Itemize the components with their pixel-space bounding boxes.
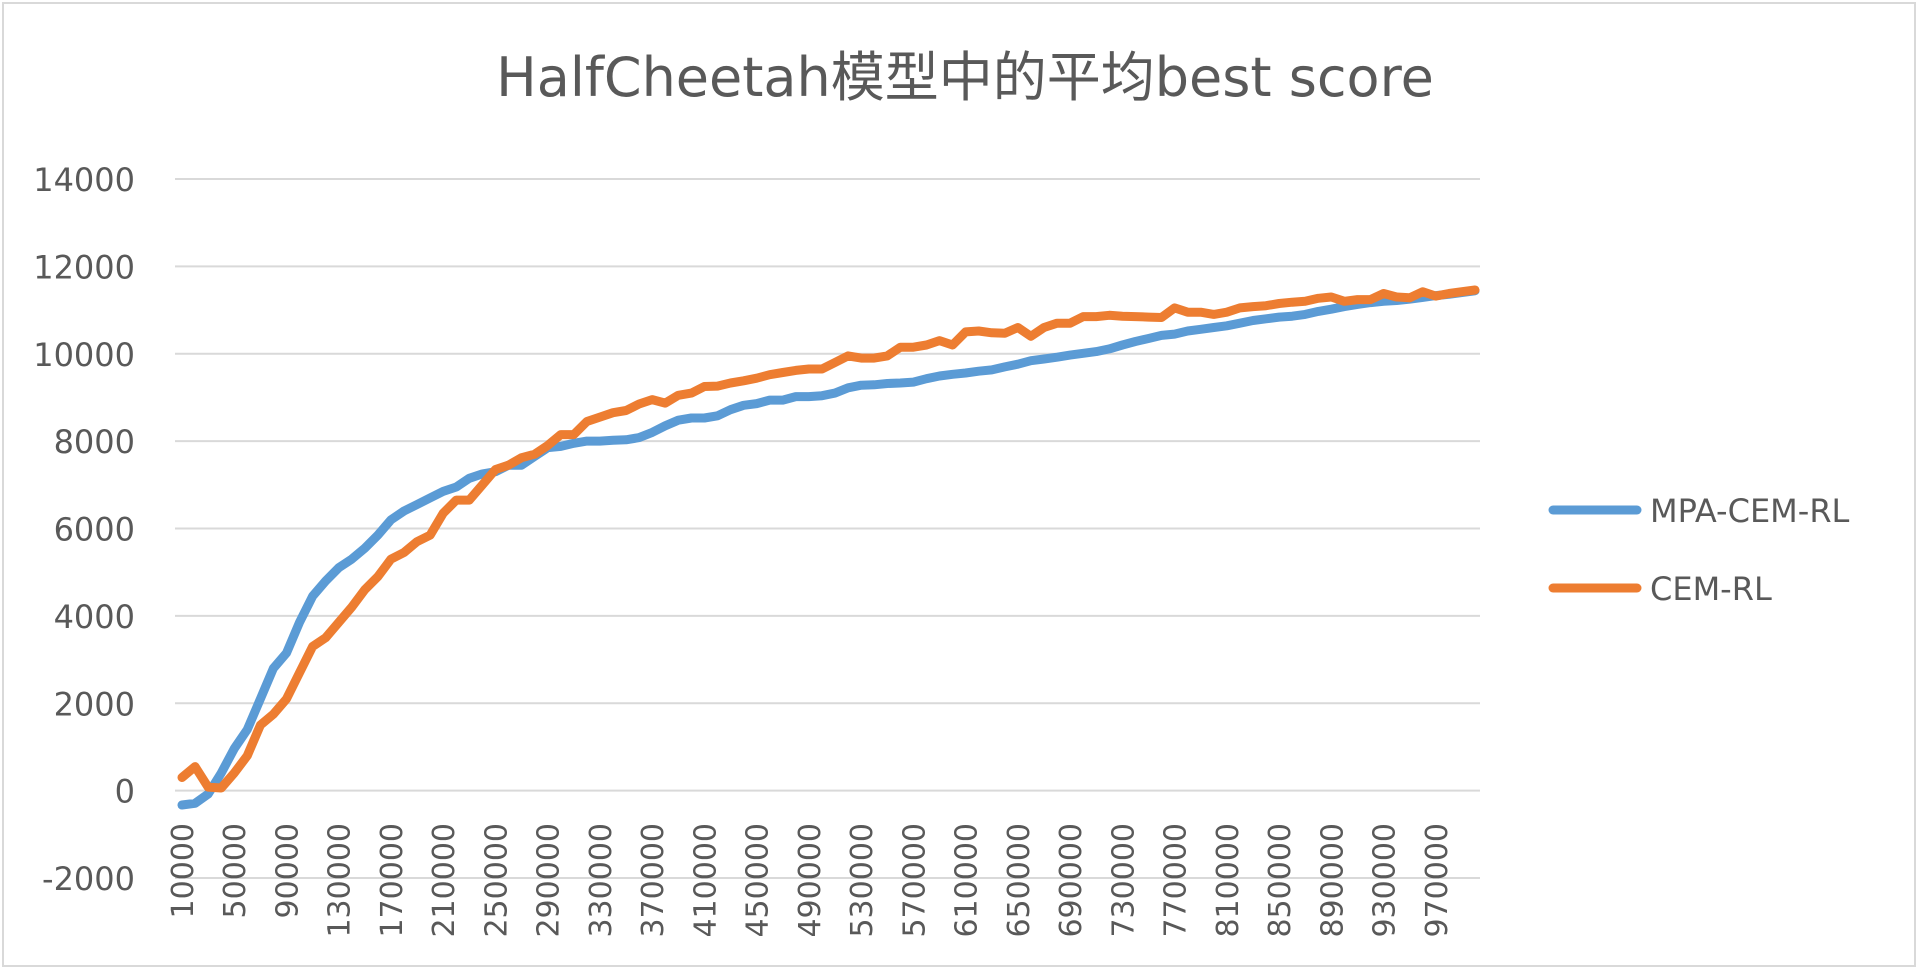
- x-tick-label: 170000: [375, 823, 410, 938]
- y-axis-ticks: -2000 0 2000 4000 6000 8000 10000 12000 14000: [33, 161, 135, 898]
- x-tick-label: 770000: [1159, 823, 1194, 938]
- x-tick-label: 690000: [1054, 823, 1089, 938]
- y-tick-label: 8000: [54, 423, 135, 461]
- legend: MPA-CEM-RL CEM-RL: [1548, 492, 1850, 608]
- x-tick-label: 250000: [479, 823, 514, 938]
- x-tick-label: 290000: [532, 823, 567, 938]
- y-tick-label: 0: [115, 773, 135, 811]
- x-tick-label: 850000: [1263, 823, 1298, 938]
- x-tick-label: 450000: [741, 823, 776, 938]
- x-tick-label: 210000: [427, 823, 462, 938]
- x-tick-label: 410000: [688, 823, 723, 938]
- x-tick-label: 50000: [218, 823, 253, 918]
- y-tick-label: 14000: [33, 161, 135, 199]
- x-tick-label: 890000: [1315, 823, 1350, 938]
- x-tick-label: 10000: [166, 823, 201, 918]
- x-tick-label: 530000: [845, 823, 880, 938]
- chart-title: HalfCheetah模型中的平均best score: [496, 46, 1434, 109]
- x-tick-label: 370000: [636, 823, 671, 938]
- x-tick-label: 90000: [270, 823, 305, 918]
- x-tick-label: 650000: [1002, 823, 1037, 938]
- x-tick-label: 330000: [584, 823, 619, 938]
- x-tick-label: 570000: [897, 823, 932, 938]
- legend-label: CEM-RL: [1650, 570, 1772, 608]
- y-tick-label: 12000: [33, 248, 135, 286]
- y-tick-label: 4000: [54, 598, 135, 636]
- x-tick-label: 730000: [1106, 823, 1141, 938]
- x-axis-ticks: 10000 50000 90000 130000 170000 210000 250000 2…: [166, 823, 1455, 938]
- series-line-mpa-cem-rl: [177, 286, 1480, 810]
- y-tick-label: -2000: [42, 860, 135, 898]
- y-tick-label: 6000: [54, 511, 135, 549]
- y-tick-label: 10000: [33, 336, 135, 374]
- x-tick-label: 130000: [323, 823, 358, 938]
- x-tick-label: 930000: [1368, 823, 1403, 938]
- gridlines: [175, 178, 1480, 879]
- x-tick-label: 610000: [950, 823, 985, 938]
- series-lines: [177, 285, 1480, 810]
- legend-label: MPA-CEM-RL: [1650, 492, 1850, 530]
- x-tick-label: 490000: [793, 823, 828, 938]
- x-tick-label: 810000: [1211, 823, 1246, 938]
- series-line-cem-rl: [177, 285, 1480, 793]
- y-tick-label: 2000: [54, 685, 135, 723]
- x-tick-label: 970000: [1420, 823, 1455, 938]
